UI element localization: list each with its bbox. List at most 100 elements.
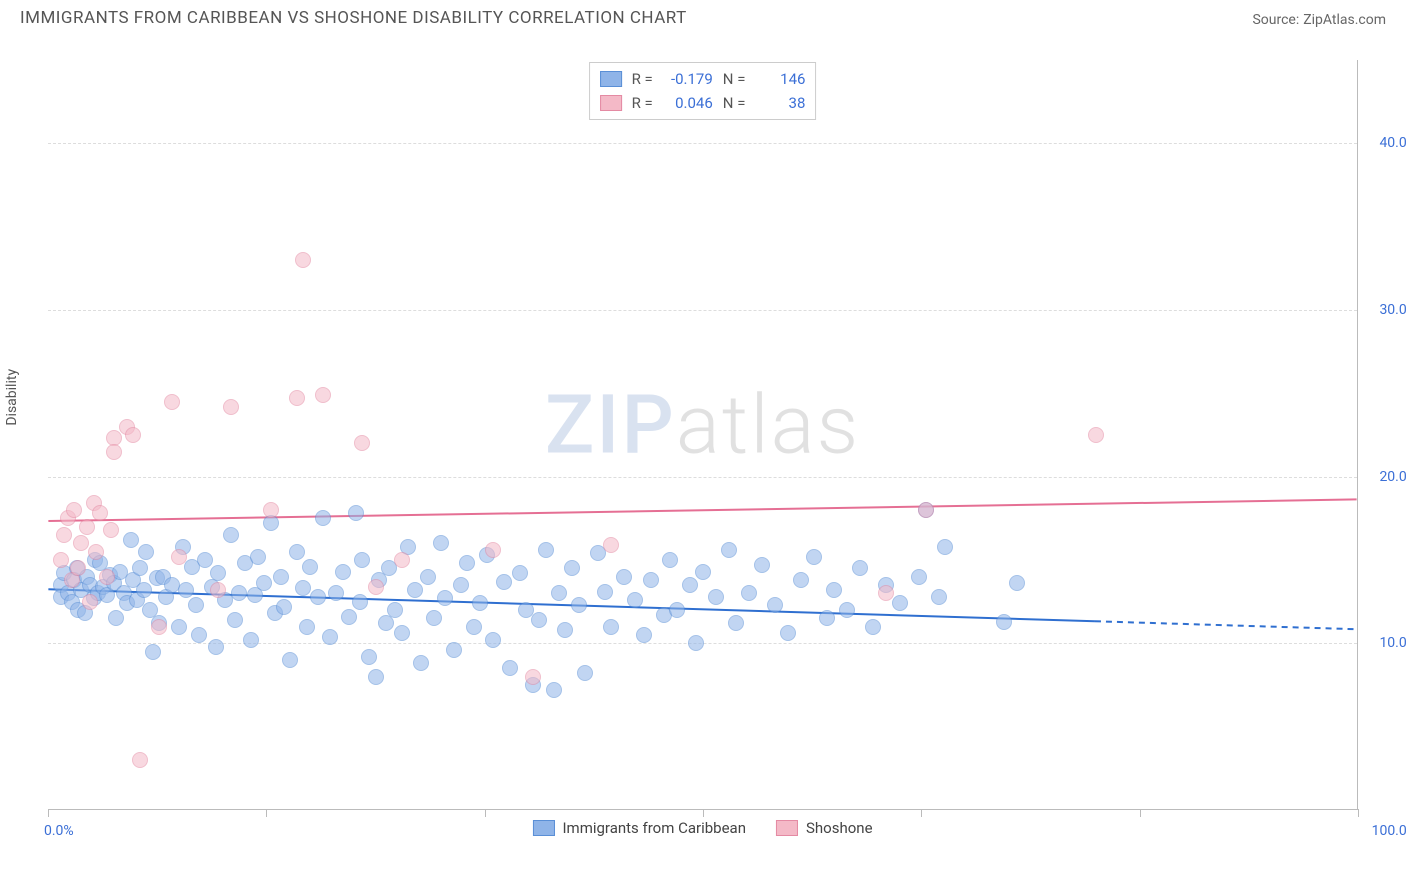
- data-point: [551, 585, 567, 601]
- data-point: [171, 619, 187, 635]
- data-point: [210, 582, 226, 598]
- swatch-caribbean: [600, 71, 622, 87]
- r-value-shoshone: 0.046: [663, 91, 713, 115]
- data-point: [56, 527, 72, 543]
- x-tick: [48, 809, 49, 817]
- data-point: [754, 557, 770, 573]
- data-point: [446, 642, 462, 658]
- data-point: [721, 542, 737, 558]
- data-point: [426, 610, 442, 626]
- data-point: [865, 619, 881, 635]
- data-point: [459, 555, 475, 571]
- data-point: [88, 544, 104, 560]
- data-point: [1088, 427, 1104, 443]
- r-label: R =: [632, 67, 653, 91]
- data-point: [937, 539, 953, 555]
- data-point: [171, 549, 187, 565]
- n-value-caribbean: 146: [755, 67, 805, 91]
- data-point: [256, 575, 272, 591]
- data-point: [354, 552, 370, 568]
- legend-item-caribbean: Immigrants from Caribbean: [532, 819, 746, 837]
- gridline: [48, 477, 1357, 478]
- watermark-zip: ZIP: [545, 377, 676, 473]
- x-tick-label-max: 100.0%: [1372, 823, 1406, 839]
- data-point: [911, 569, 927, 585]
- series-legend: Immigrants from Caribbean Shoshone: [532, 819, 872, 837]
- data-point: [433, 535, 449, 551]
- data-point: [496, 574, 512, 590]
- x-tick-label-min: 0.0%: [44, 823, 74, 839]
- data-point: [92, 505, 108, 521]
- data-point: [299, 619, 315, 635]
- data-point: [437, 590, 453, 606]
- data-point: [263, 502, 279, 518]
- data-point: [531, 612, 547, 628]
- data-point: [839, 602, 855, 618]
- data-point: [145, 644, 161, 660]
- source-citation: Source: ZipAtlas.com: [1252, 9, 1386, 28]
- data-point: [577, 665, 593, 681]
- data-point: [210, 565, 226, 581]
- data-point: [767, 597, 783, 613]
- r-label: R =: [632, 91, 653, 115]
- data-point: [132, 752, 148, 768]
- swatch-shoshone: [600, 95, 622, 111]
- data-point: [66, 502, 82, 518]
- data-point: [564, 560, 580, 576]
- data-point: [931, 589, 947, 605]
- data-point: [243, 632, 259, 648]
- data-point: [878, 585, 894, 601]
- y-tick-label: 20.0%: [1362, 469, 1406, 485]
- data-point: [525, 669, 541, 685]
- source-label: Source:: [1252, 12, 1299, 28]
- data-point: [603, 619, 619, 635]
- data-point: [208, 639, 224, 655]
- data-point: [151, 619, 167, 635]
- data-point: [123, 532, 139, 548]
- data-point: [82, 594, 98, 610]
- stats-row-shoshone: R = 0.046 N = 38: [600, 91, 806, 115]
- data-point: [546, 682, 562, 698]
- data-point: [315, 387, 331, 403]
- data-point: [571, 597, 587, 613]
- scatter-chart: ZIPatlas R = -0.179 N = 146 R = 0.046 N …: [48, 60, 1358, 810]
- data-point: [138, 544, 154, 560]
- data-point: [231, 585, 247, 601]
- data-point: [485, 632, 501, 648]
- data-point: [636, 627, 652, 643]
- data-point: [420, 569, 436, 585]
- data-point: [322, 629, 338, 645]
- y-axis-title: Disability: [4, 369, 20, 426]
- data-point: [394, 625, 410, 641]
- data-point: [341, 609, 357, 625]
- data-point: [53, 552, 69, 568]
- data-point: [627, 592, 643, 608]
- y-tick-label: 30.0%: [1362, 302, 1406, 318]
- data-point: [682, 577, 698, 593]
- data-point: [538, 542, 554, 558]
- legend-item-shoshone: Shoshone: [776, 819, 873, 837]
- data-point: [178, 582, 194, 598]
- data-point: [453, 577, 469, 593]
- x-tick: [266, 809, 267, 817]
- data-point: [282, 652, 298, 668]
- data-point: [852, 560, 868, 576]
- data-point: [472, 595, 488, 611]
- data-point: [197, 552, 213, 568]
- gridline: [48, 310, 1357, 311]
- data-point: [70, 560, 86, 576]
- data-point: [352, 594, 368, 610]
- n-label: N =: [723, 91, 746, 115]
- data-point: [826, 582, 842, 598]
- y-tick-label: 40.0%: [1362, 135, 1406, 151]
- data-point: [413, 655, 429, 671]
- data-point: [250, 549, 266, 565]
- data-point: [643, 572, 659, 588]
- trend-lines: [48, 60, 1357, 809]
- data-point: [273, 569, 289, 585]
- data-point: [79, 519, 95, 535]
- data-point: [996, 614, 1012, 630]
- x-tick: [485, 809, 486, 817]
- data-point: [106, 444, 122, 460]
- data-point: [328, 585, 344, 601]
